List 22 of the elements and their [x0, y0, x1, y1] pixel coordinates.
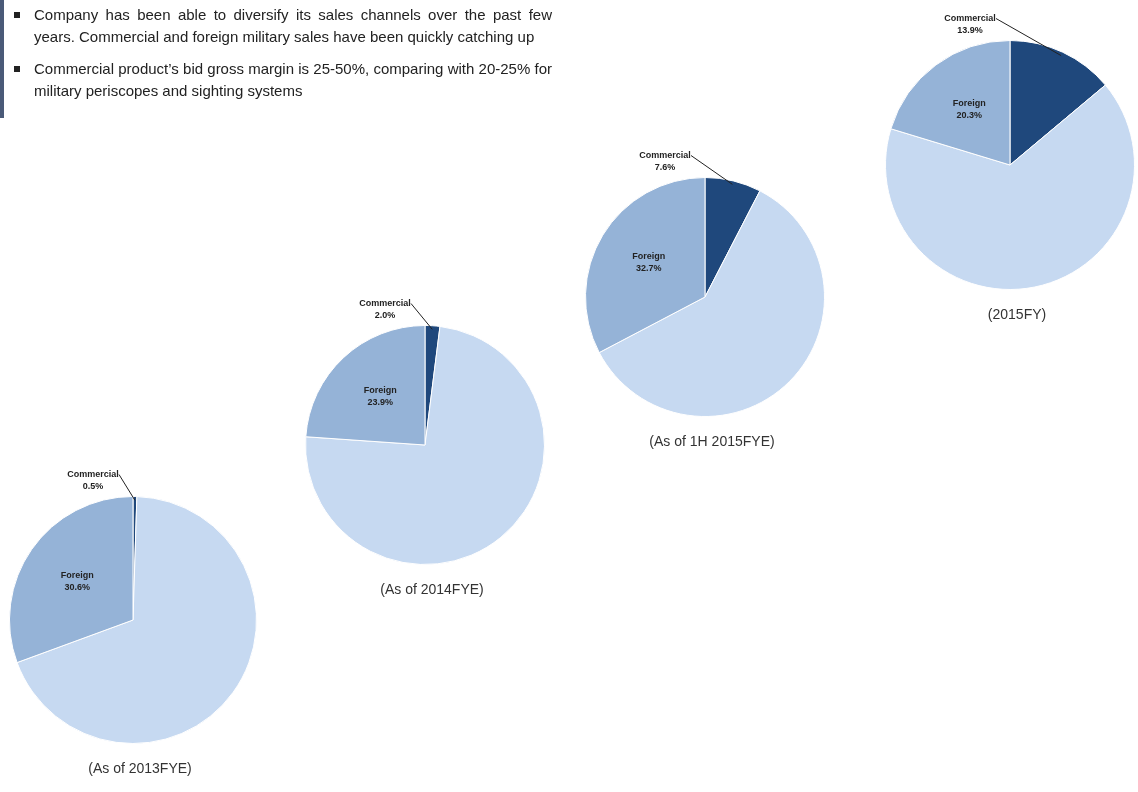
- text: (As of 2013FYE): [88, 760, 192, 776]
- data-label: 30.6%: [64, 581, 91, 592]
- slice-label: Foreign: [363, 385, 397, 396]
- slice-label: Commercial: [944, 12, 996, 23]
- data-label: 32.7%: [635, 263, 662, 274]
- slice-label: Commercial: [67, 468, 119, 479]
- slice-label: Commercial: [359, 297, 411, 308]
- text: (As of 1H 2015FYE): [649, 433, 775, 449]
- text: (2015FY): [987, 306, 1047, 322]
- slice-label: Commercial: [639, 149, 691, 160]
- data-label: 2.0%: [374, 309, 396, 320]
- text: Company has been able to diversify its sales channels over the past few years. Commercial and foreign military sales have been quickly catching up: [34, 6, 552, 45]
- text: Commercial product’s bid gross margin is 25-50%, comparing with 20-25% for military periscopes and sighting systems: [34, 60, 552, 99]
- slice-label: Foreign: [952, 98, 986, 109]
- slice-label: Foreign: [60, 569, 94, 580]
- data-label: 20.3%: [956, 110, 982, 121]
- data-label: 13.9%: [957, 24, 983, 35]
- data-label: 7.6%: [654, 161, 676, 172]
- data-label: 0.5%: [82, 480, 104, 491]
- text: (As of 2014FYE): [380, 581, 484, 597]
- data-label: 23.9%: [367, 397, 393, 408]
- slice-label: Foreign: [632, 251, 666, 262]
